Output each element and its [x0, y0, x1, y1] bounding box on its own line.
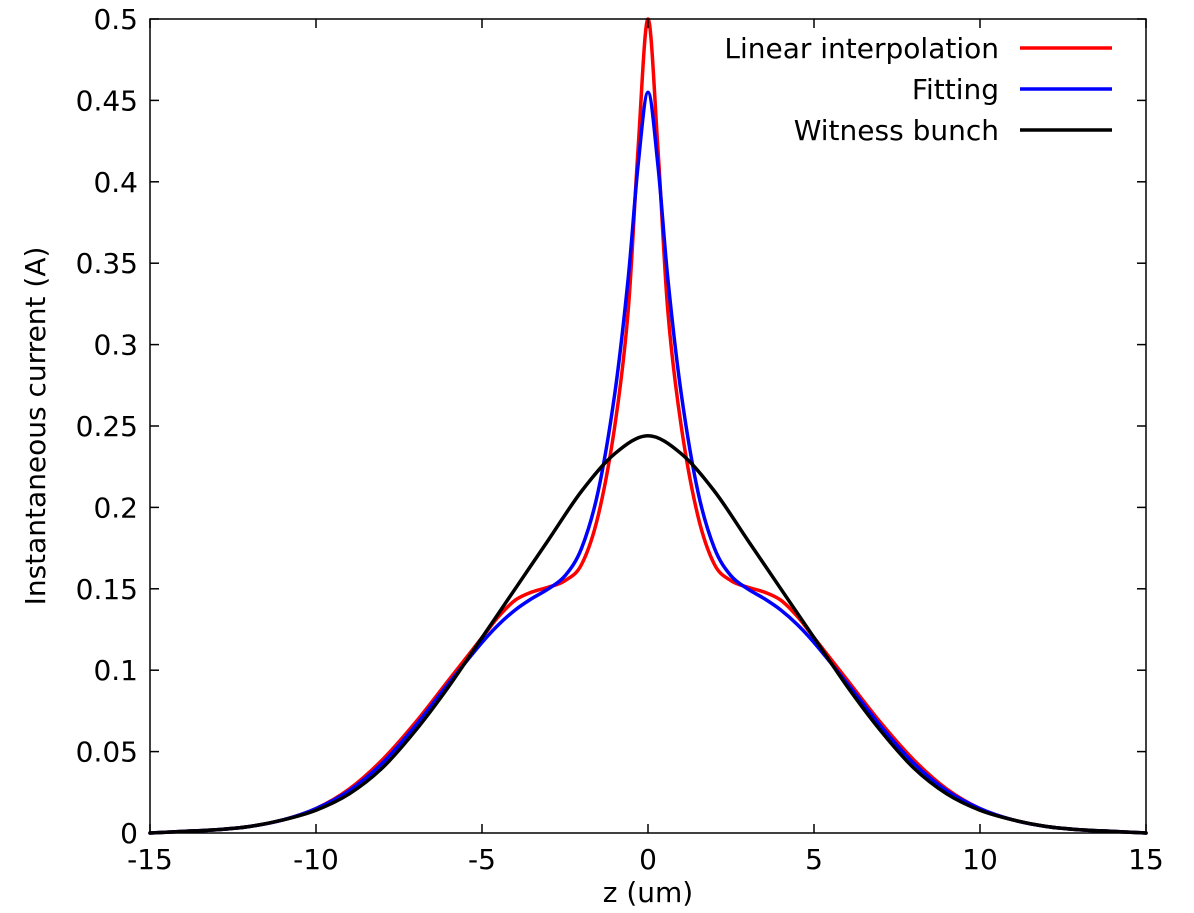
x-axis-tick-labels: -15 -10 -5 0 5 10 15: [127, 843, 1164, 876]
y-tick-label: 0: [120, 817, 138, 850]
y-tick-label: 0.45: [76, 84, 138, 117]
y-tick-label: 0.3: [93, 329, 138, 362]
y-axis-tick-labels: 0 0.05 0.1 0.15 0.2 0.25 0.3 0.35 0.4 0.45 0.5: [76, 3, 138, 850]
x-tick-label: -10: [293, 843, 339, 876]
y-tick-label: 0.4: [93, 166, 138, 199]
y-tick-label: 0.5: [93, 3, 138, 36]
y-tick-label: 0.1: [93, 654, 138, 687]
y-tick-label: 0.25: [76, 410, 138, 443]
legend-label: Witness bunch: [794, 114, 999, 147]
x-tick-label: 0: [639, 843, 657, 876]
x-tick-label: 15: [1128, 843, 1164, 876]
y-tick-label: 0.35: [76, 247, 138, 280]
series-line-2: [148, 90, 1148, 835]
y-tick-label: 0.2: [93, 491, 138, 524]
legend: Linear interpolation Fitting Witness bunch: [724, 32, 1112, 147]
legend-label: Fitting: [912, 73, 999, 106]
legend-label: Linear interpolation: [724, 32, 999, 65]
x-tick-label: -5: [468, 843, 496, 876]
y-axis-label: Instantaneous current (A): [19, 247, 52, 606]
y-tick-label: 0.05: [76, 736, 138, 769]
x-tick-label: 10: [962, 843, 998, 876]
y-tick-label: 0.15: [76, 573, 138, 606]
axis-ticks: [149, 18, 1147, 834]
x-tick-label: 5: [805, 843, 823, 876]
series-line-3: [148, 434, 1148, 835]
x-axis-label: z (um): [603, 876, 693, 909]
x-tick-label: -15: [127, 843, 173, 876]
